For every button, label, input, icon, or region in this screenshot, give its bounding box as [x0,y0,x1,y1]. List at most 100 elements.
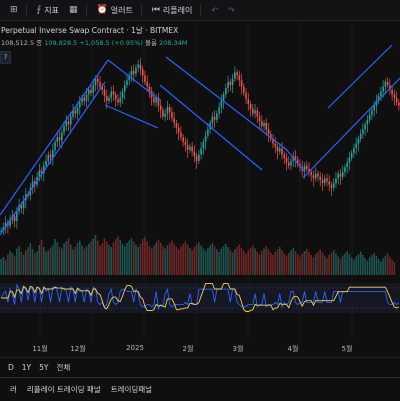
alarm-clock-icon: ⏰ [96,5,108,15]
indicator-count-badge[interactable]: 7 [0,51,11,64]
range-button[interactable]: 5Y [39,363,49,372]
channel-line[interactable] [159,84,263,171]
candle-body [305,165,308,169]
candle-body [0,230,2,232]
volume-bar [150,248,153,275]
candle-body [386,81,389,86]
candle-body [155,97,157,103]
redo-button[interactable]: ↷ [228,6,235,15]
channel-line[interactable] [0,59,109,216]
toolbar-divider [25,4,27,16]
indicators-button[interactable]: ⨍ 지표 [37,5,59,16]
candle-body [328,181,330,185]
candle-body [198,154,200,161]
volume-bar [67,238,70,275]
candle-body [74,110,77,114]
footer-tab[interactable]: 트레이딩패널 [110,385,153,394]
oscillator-slow-line [1,283,400,312]
volume-bar [31,249,34,275]
candle-body [34,181,36,185]
volume-bar [56,242,59,275]
volume-bar [384,255,387,275]
channel-line[interactable] [165,56,288,151]
volume-bar [193,247,196,275]
price-chart[interactable] [0,20,400,357]
candle-body [231,78,234,86]
volume-bar [52,245,54,275]
volume-bar [323,255,326,275]
candle-body [72,110,74,117]
close-value: 109,828.5 [44,39,78,47]
replay-button[interactable]: ⏮ 리플레이 [152,5,193,16]
volume-bar [202,248,205,275]
volume-bar [301,253,304,275]
candle-body [218,107,220,114]
volume-bar [70,244,72,275]
volume-bar [308,251,310,275]
add-button[interactable]: ⊞ [10,5,18,15]
volume-bar [234,249,236,275]
indicators-icon: ⨍ [36,5,42,15]
candle-body [141,69,144,76]
trend-channels[interactable] [0,44,400,236]
candle-body [96,78,99,82]
channel-line[interactable] [107,59,161,101]
channel-line[interactable] [104,104,159,129]
candle-body [40,170,43,174]
volume-bar [391,259,393,275]
candle-body [90,89,92,93]
candle-body [243,86,245,93]
candle-body [180,132,182,138]
range-button[interactable]: D [8,363,14,372]
footer-tab[interactable]: 리플레이 트레이딩 패널 [26,385,101,394]
candle-body [85,94,88,101]
candle-body [276,146,279,152]
volume-bar [393,262,396,275]
volume-bar [265,246,268,275]
candle-body [175,122,178,128]
candle-body [339,173,342,177]
range-selector: D 1Y 5Y 전체 [0,357,400,377]
time-axis[interactable]: 11월 12월 2025 2월 3월 4월 5월 [0,340,400,356]
symbol-title[interactable]: Perpetual Inverse Swap Contract · 1날 · B… [1,26,179,35]
candle-body [20,205,23,209]
volume-bar [27,247,29,275]
channel-line[interactable] [327,44,393,109]
range-button[interactable]: 1Y [21,363,32,372]
range-button[interactable]: 전체 [56,363,71,372]
grid-icon: ▦ [68,5,78,15]
candle-body [101,86,104,90]
volume-bar [137,247,139,275]
volume-bar [240,247,243,275]
candle-body [287,162,290,166]
volume-bar [305,248,308,275]
volume-bar [85,246,88,275]
undo-button[interactable]: ↶ [211,6,218,15]
channel-line[interactable] [0,81,106,236]
volume-bar [312,257,315,275]
alerts-button[interactable]: ⏰ 얼러트 [97,5,133,16]
candle-body [94,78,97,86]
volume-bar [96,240,99,275]
layout-button[interactable]: ▦ [69,5,78,15]
oscillator-fast-line [0,283,400,311]
volume-bar [177,249,180,275]
volume-bar [263,248,265,275]
volume-bar [296,254,299,275]
volume-bar [58,247,61,275]
candle-body [366,119,369,125]
candle-body [4,222,7,228]
candle-body [182,137,184,142]
candle-body [186,145,189,150]
volume-bar [281,250,283,275]
volume-bar [65,241,68,275]
chart-area[interactable] [0,20,400,357]
volume-bar [364,258,366,275]
alerts-label: 얼러트 [110,5,133,15]
channel-line[interactable] [284,147,306,173]
open-value: 108,512.5 [1,39,35,47]
footer-tab[interactable]: 러 [10,385,17,394]
time-tick: 2025 [126,344,144,352]
candle-body [144,75,146,82]
channel-line[interactable] [302,77,400,179]
